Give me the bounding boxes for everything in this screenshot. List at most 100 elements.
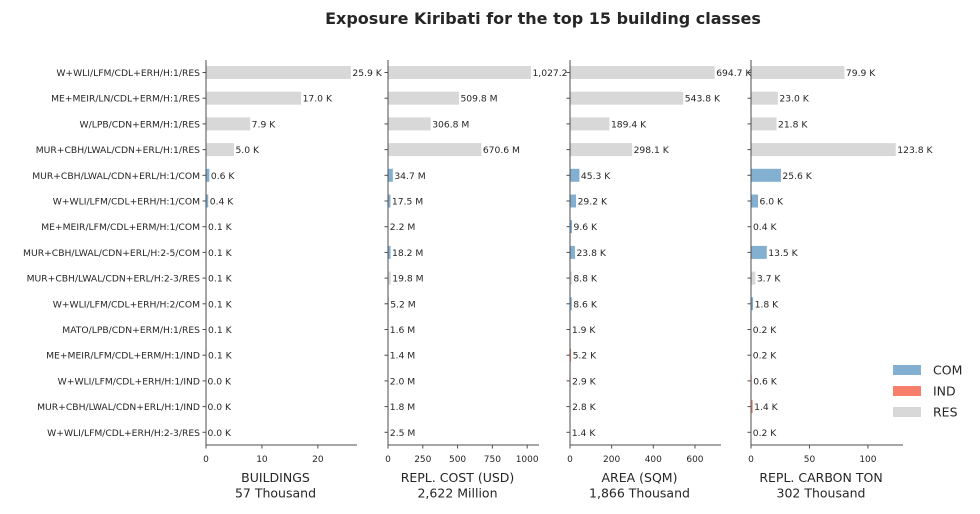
legend-label: COM [933, 363, 962, 378]
bar-res [388, 117, 431, 130]
bar-res [206, 66, 351, 79]
data-label: 1.6 M [390, 325, 416, 336]
bar-res [751, 117, 776, 130]
legend-swatch-ind [893, 386, 921, 396]
x-tick-label: 250 [414, 455, 431, 465]
bar-res [570, 117, 609, 130]
bar-res [206, 92, 301, 105]
data-label: 543.8 K [685, 94, 721, 105]
category-label: MUR+CBH/LWAL/CDN+ERL/H:2-3/RES [27, 274, 201, 285]
data-label: 0.1 K [208, 351, 233, 362]
x-axis-label: REPL. CARBON TON [759, 470, 882, 485]
category-label: MUR+CBH/LWAL/CDN+ERL/H:1/COM [32, 171, 200, 182]
category-label: W+WLI/LFM/CDL+ERH/H:1/IND [58, 376, 200, 387]
x-tick-label: 0 [748, 455, 754, 465]
x-tick-label: 0 [567, 455, 573, 465]
data-label: 0.1 K [208, 248, 233, 259]
data-label: 2.9 K [572, 376, 597, 387]
data-label: 694.7 K [716, 68, 752, 79]
x-tick-label: 50 [804, 455, 816, 465]
data-label: 509.8 M [460, 94, 497, 105]
data-label: 0.2 K [753, 325, 778, 336]
legend-swatch-res [893, 407, 921, 417]
data-label: 5.2 M [390, 299, 416, 310]
data-label: 2.5 M [390, 428, 416, 439]
data-label: 298.1 K [634, 145, 670, 156]
bar-com [388, 169, 393, 182]
data-label: 9.6 K [573, 222, 598, 233]
data-label: 8.6 K [573, 299, 598, 310]
x-tick-label: 750 [484, 455, 501, 465]
data-label: 21.8 K [778, 119, 808, 130]
category-label: ME+MEIR/LN/CDL+ERM/H:1/RES [51, 94, 200, 105]
data-label: 18.2 M [392, 248, 423, 259]
category-label: W+WLI/LFM/CDL+ERH/H:2-3/RES [47, 428, 200, 439]
data-label: 6.0 K [760, 197, 785, 208]
data-label: 1.4 K [754, 402, 779, 413]
x-tick-label: 200 [603, 455, 620, 465]
bar-res [388, 92, 459, 105]
data-label: 670.6 M [483, 145, 520, 156]
x-tick-label: 10 [256, 455, 268, 465]
category-label: MATO/LPB/CDN+ERM/H:1/RES [62, 325, 200, 336]
x-tick-label: 20 [312, 455, 324, 465]
x-axis-total-label: 302 Thousand [777, 486, 866, 501]
legend-swatch-com [893, 365, 921, 375]
data-label: 0.1 K [208, 274, 233, 285]
category-label: ME+MEIR/LFM/CDL+ERM/H:1/COM [41, 222, 200, 233]
data-label: 306.8 M [432, 119, 469, 130]
data-label: 0.4 K [753, 222, 778, 233]
category-label: W+WLI/LFM/CDL+ERH/H:2/COM [53, 299, 200, 310]
legend-label: RES [933, 405, 958, 420]
data-label: 45.3 K [581, 171, 611, 182]
bar-res [751, 92, 778, 105]
data-label: 189.4 K [611, 119, 647, 130]
data-label: 1.9 K [572, 325, 597, 336]
data-label: 29.2 K [578, 197, 608, 208]
x-axis-label: REPL. COST (USD) [401, 470, 515, 485]
data-label: 123.8 K [897, 145, 933, 156]
x-tick-label: 500 [449, 455, 466, 465]
data-label: 0.1 K [208, 222, 233, 233]
x-tick-label: 600 [686, 455, 703, 465]
bar-res [751, 143, 896, 156]
data-label: 0.2 K [753, 351, 778, 362]
data-label: 0.6 K [211, 171, 236, 182]
data-label: 1.8 M [390, 402, 416, 413]
bar-com [751, 246, 767, 259]
bar-res [570, 92, 683, 105]
bar-com [751, 169, 781, 182]
data-label: 17.5 M [392, 197, 423, 208]
bar-res [751, 272, 755, 285]
legend-label: IND [933, 384, 956, 399]
category-label: ME+MEIR/LFM/CDL+ERM/H:1/IND [46, 351, 200, 362]
bar-com [206, 169, 209, 182]
data-label: 25.9 K [352, 68, 382, 79]
category-label: W/LPB/CDN+ERM/H:1/RES [80, 119, 201, 130]
x-tick-label: 0 [203, 455, 209, 465]
bar-com [570, 195, 576, 208]
data-label: 0.0 K [208, 428, 233, 439]
bar-com [751, 195, 758, 208]
bar-res [751, 66, 844, 79]
category-label: MUR+CBH/LWAL/CDN+ERL/H:1/RES [36, 145, 200, 156]
data-label: 2.8 K [572, 402, 597, 413]
x-axis-total-label: 1,866 Thousand [589, 486, 690, 501]
bar-res [388, 143, 481, 156]
x-axis-label: BUILDINGS [241, 470, 310, 485]
data-label: 25.6 K [782, 171, 812, 182]
x-tick-label: 400 [645, 455, 662, 465]
bar-res [206, 117, 250, 130]
x-axis-total-label: 57 Thousand [235, 486, 316, 501]
bar-com [570, 169, 579, 182]
data-label: 2.0 M [390, 376, 416, 387]
data-label: 0.1 K [208, 299, 233, 310]
data-label: 3.7 K [757, 274, 782, 285]
data-label: 0.2 K [753, 428, 778, 439]
bar-res [570, 143, 632, 156]
category-label: MUR+CBH/LWAL/CDN+ERL/H:1/IND [37, 402, 200, 413]
category-label: W+WLI/LFM/CDL+ERH/H:1/RES [56, 68, 200, 79]
x-tick-label: 0 [385, 455, 391, 465]
